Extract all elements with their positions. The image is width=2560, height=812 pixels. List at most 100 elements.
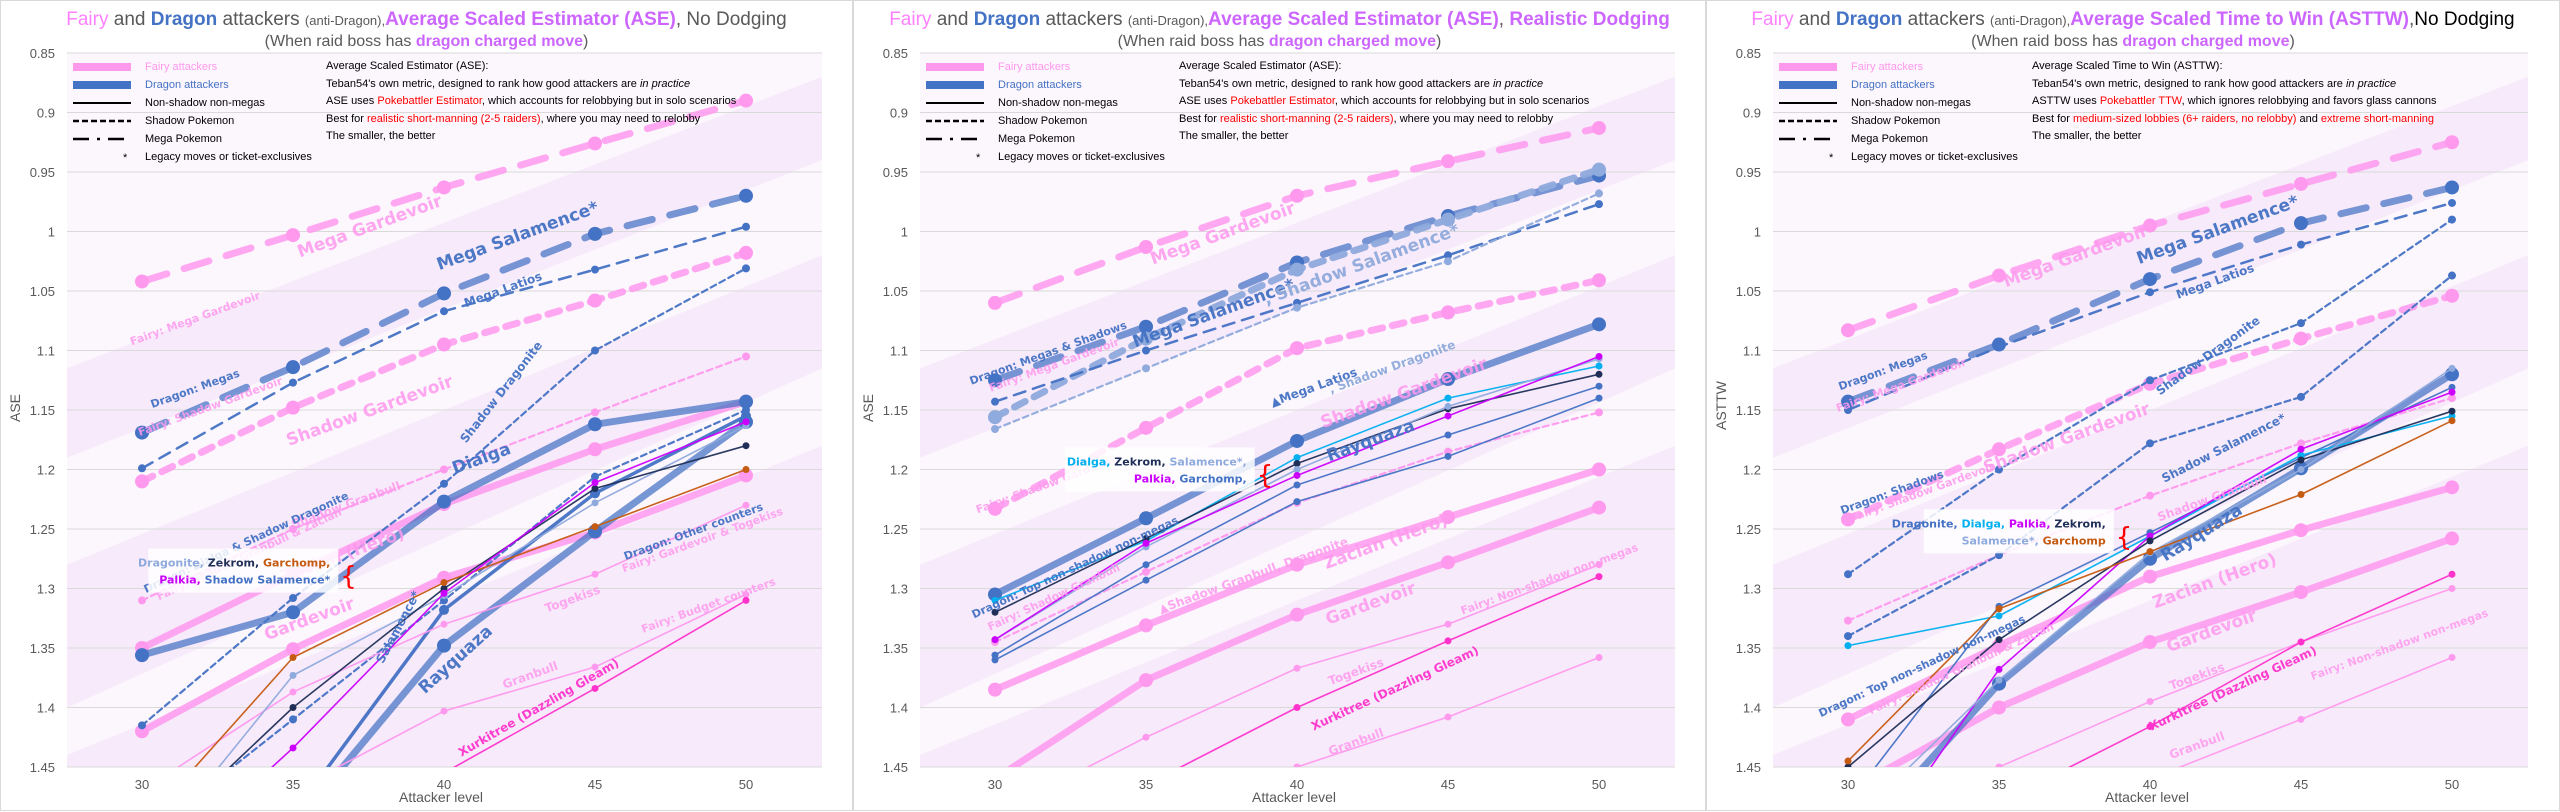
- data-point: [138, 464, 146, 472]
- group-label-name: Dialga,: [1067, 455, 1114, 468]
- data-point: [2294, 585, 2308, 599]
- data-point: [588, 417, 602, 431]
- legend-swatch-dragon: [1777, 80, 1839, 90]
- y-tick-label: 0.9: [1743, 106, 1761, 121]
- data-point: [2146, 492, 2154, 500]
- legend-swatch-mega: [924, 134, 986, 144]
- data-point: [1290, 608, 1304, 622]
- svg-text:*: *: [976, 152, 981, 162]
- note-line: The smaller, the better: [1179, 128, 1589, 146]
- data-point: [1444, 257, 1452, 265]
- group-label-name: Shadow Salamence*: [205, 574, 331, 587]
- data-point: [1595, 200, 1603, 208]
- data-point: [592, 571, 599, 578]
- legend-label: Legacy moves or ticket-exclusives: [145, 151, 312, 163]
- y-tick-label: 1: [48, 225, 55, 240]
- data-point: [290, 672, 297, 679]
- group-label-name: Palkia,: [159, 574, 204, 587]
- legend-item: Fairy attackers: [71, 58, 312, 76]
- y-tick-label: 1.05: [1736, 284, 1761, 299]
- legend-swatch-mega: [71, 134, 133, 144]
- note-text: , where you may need to relobby: [1394, 113, 1554, 125]
- note-highlight: Pokebattler TTW: [2100, 95, 2182, 107]
- legend-swatch-dragon: [924, 80, 986, 90]
- note-line: Teban54's own metric, designed to rank h…: [2032, 76, 2437, 94]
- data-point: [2298, 466, 2305, 473]
- group-label-name: Zekrom,: [2054, 517, 2105, 530]
- x-tick-label: 45: [588, 777, 602, 792]
- y-tick-label: 1.4: [37, 701, 55, 716]
- note-text: ASTTW uses: [2032, 95, 2100, 107]
- group-label-name: Salamence*,: [1962, 534, 2043, 547]
- y-tick-label: 1.3: [890, 582, 908, 597]
- data-point: [2449, 571, 2456, 578]
- data-point: [138, 596, 146, 604]
- note-line: The smaller, the better: [2032, 128, 2437, 146]
- data-point: [2449, 417, 2456, 424]
- brace-icon: {: [1257, 460, 1274, 490]
- y-tick-label: 1.45: [30, 760, 55, 775]
- data-point: [441, 708, 448, 715]
- legend-swatch-solid: [1777, 98, 1839, 108]
- y-tick-label: 1.15: [30, 403, 55, 418]
- data-point: [742, 264, 750, 272]
- group-label-name: Dialga,: [1961, 517, 2008, 530]
- data-point: [988, 410, 1002, 424]
- note-line: Teban54's own metric, designed to rank h…: [1179, 76, 1589, 94]
- data-point: [742, 223, 750, 231]
- data-point: [1441, 555, 1455, 569]
- group-label-name: Garchomp: [2043, 534, 2106, 547]
- data-point: [440, 466, 448, 474]
- data-point: [441, 621, 448, 628]
- data-point: [2294, 523, 2308, 537]
- data-point: [138, 721, 146, 729]
- data-point: [2143, 272, 2157, 286]
- y-tick-label: 1.25: [1736, 522, 1761, 537]
- metric-notes: Average Scaled Estimator (ASE):Teban54's…: [1179, 58, 1589, 146]
- data-point: [2146, 376, 2154, 384]
- data-point: [1596, 654, 1603, 661]
- group-label-line: Palkia, Garchomp,: [1134, 472, 1247, 485]
- data-point: [2294, 332, 2308, 346]
- data-point: [2143, 635, 2157, 649]
- y-tick-label: 1.35: [30, 641, 55, 656]
- note-text: in practice: [1493, 78, 1543, 90]
- y-tick-label: 1.2: [890, 463, 908, 478]
- data-point: [1293, 304, 1301, 312]
- data-point: [592, 685, 599, 692]
- data-point: [1294, 665, 1301, 672]
- legend-label: Non-shadow non-megas: [1851, 97, 1971, 109]
- y-tick-label: 0.9: [890, 106, 908, 121]
- x-tick-label: 30: [988, 777, 1002, 792]
- data-point: [1592, 163, 1606, 177]
- note-line: Teban54's own metric, designed to rank h…: [326, 76, 736, 94]
- data-point: [991, 425, 999, 433]
- y-tick-label: 0.95: [30, 165, 55, 180]
- y-axis-title: ASE: [860, 394, 876, 422]
- y-tick-label: 1.05: [30, 284, 55, 299]
- data-point: [1445, 453, 1452, 460]
- data-point: [286, 228, 300, 242]
- data-point: [1142, 364, 1150, 372]
- legend-swatch-solid: [924, 98, 986, 108]
- legend-label: Non-shadow non-megas: [998, 97, 1118, 109]
- data-point: [1844, 570, 1852, 578]
- legend-item: Dragon attackers: [71, 76, 312, 94]
- x-tick-label: 30: [1841, 777, 1855, 792]
- note-line: Average Scaled Estimator (ASE):: [326, 58, 736, 76]
- x-tick-label: 50: [1592, 777, 1606, 792]
- legend-item: Shadow Pokemon: [1777, 112, 2018, 130]
- note-text: Best for: [2032, 113, 2073, 125]
- data-point: [1139, 511, 1153, 525]
- y-tick-label: 1.35: [1736, 641, 1761, 656]
- data-point: [1596, 362, 1603, 369]
- y-tick-label: 1.2: [1743, 463, 1761, 478]
- y-tick-label: 0.95: [883, 165, 908, 180]
- data-point: [2449, 408, 2456, 415]
- legend-label: Mega Pokemon: [998, 133, 1075, 145]
- data-point: [437, 639, 451, 653]
- data-point: [992, 636, 999, 643]
- legend-swatch-star: *: [924, 152, 986, 162]
- y-tick-label: 1.4: [1743, 701, 1761, 716]
- note-text: Best for: [1179, 113, 1220, 125]
